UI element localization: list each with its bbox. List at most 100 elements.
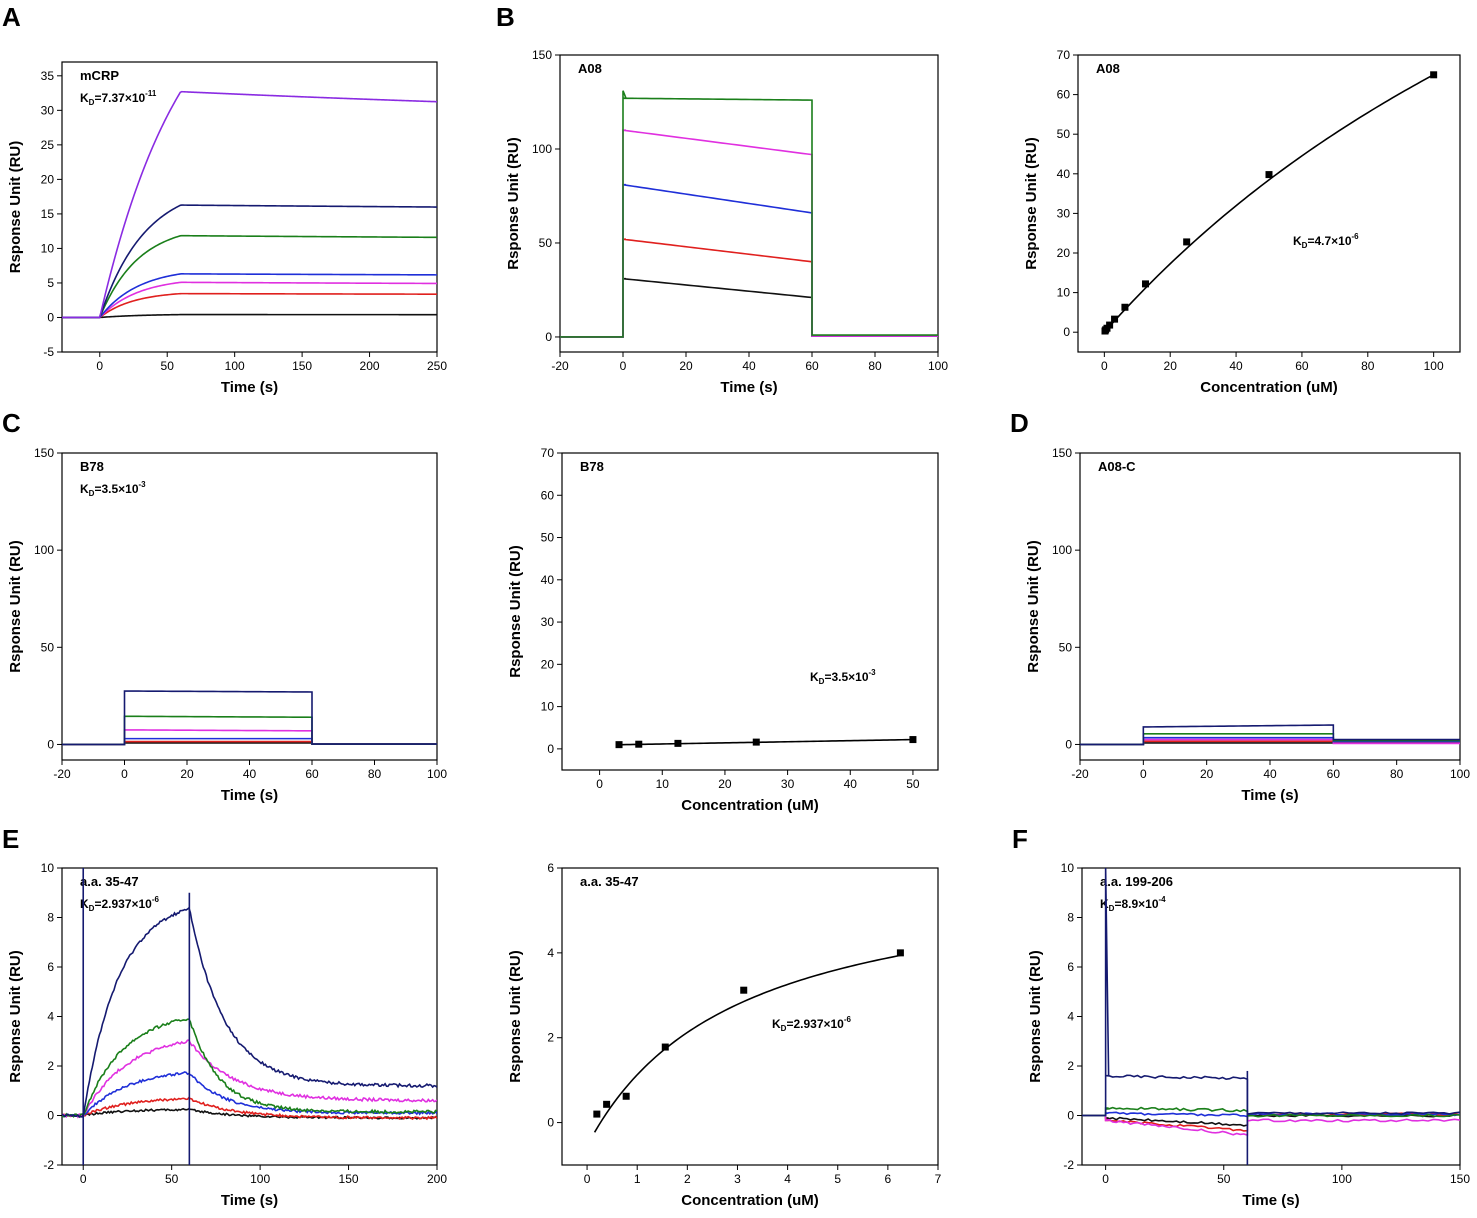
kd-mantissa: =7.37×10 <box>94 91 145 105</box>
kd-label: KD=7.37×10-11 <box>80 89 157 107</box>
kd-label: KD=3.5×10-3 <box>80 480 146 498</box>
kd-subscript: D <box>819 677 825 686</box>
series-annotation: a.a. 199-206 <box>1100 874 1173 889</box>
kd-mantissa: =3.5×10 <box>94 482 138 496</box>
x-axis-label: Concentration (uM) <box>681 1192 818 1209</box>
kd-exponent: -11 <box>145 89 157 98</box>
series-annotation: B78 <box>80 459 104 474</box>
y-axis-label: Rsponse Unit (RU) <box>1023 137 1040 270</box>
kd-exponent: -3 <box>139 480 147 489</box>
x-tick-label: 100 <box>1332 1172 1352 1186</box>
x-axis-label: Time (s) <box>1242 1192 1299 1209</box>
x-tick-label: 5 <box>834 1172 841 1186</box>
panel-letter-b: B <box>496 2 515 32</box>
x-tick-label: 50 <box>1217 1172 1231 1186</box>
x-tick-label: -20 <box>551 359 569 373</box>
series-annotation: a.a. 35-47 <box>580 874 639 889</box>
y-tick-label: 100 <box>34 543 54 557</box>
chart-f: 0 50 100 150 -2 0 2 4 6 8 10 Time (s) Rsponse Unit (… <box>1027 861 1470 1209</box>
plot-area <box>62 868 437 1165</box>
series-line-s3 <box>560 183 938 338</box>
x-tick-label: 40 <box>844 777 858 791</box>
series-line-s3 <box>1082 1114 1460 1137</box>
x-tick-label: 100 <box>1424 359 1444 373</box>
series-annotation: A08-C <box>1098 459 1136 474</box>
x-tick-label: 50 <box>165 1172 179 1186</box>
x-tick-label: 0 <box>1101 359 1108 373</box>
y-tick-label: 30 <box>541 615 555 629</box>
x-tick-label: 100 <box>928 359 948 373</box>
x-tick-label: 20 <box>679 359 693 373</box>
plot-area <box>615 736 917 749</box>
x-tick-label: 100 <box>427 767 447 781</box>
panel-letter-f: F <box>1012 824 1028 854</box>
x-tick-label: 250 <box>427 359 447 373</box>
plot-area <box>560 90 938 338</box>
data-point <box>1106 321 1114 329</box>
y-tick-label: 100 <box>532 142 552 156</box>
y-tick-label: 10 <box>541 700 555 714</box>
kd-subscript: D <box>89 904 95 913</box>
x-tick-label: -20 <box>1071 767 1089 781</box>
x-tick-label: -20 <box>53 767 71 781</box>
chart-b1: -20 0 20 40 60 80 100 0 50 100 150 Time (s) Rsponse … <box>505 48 948 396</box>
y-tick-label: 10 <box>41 241 55 255</box>
y-tick-label: 40 <box>541 573 555 587</box>
plot-frame <box>1077 54 1461 353</box>
y-axis-label: Rsponse Unit (RU) <box>7 540 24 673</box>
x-tick-label: 150 <box>339 1172 359 1186</box>
y-tick-label: 4 <box>1067 1010 1074 1024</box>
data-point <box>1142 280 1150 288</box>
series-annotation: A08 <box>578 61 602 76</box>
y-tick-label: 50 <box>541 531 555 545</box>
kd-subscript: D <box>1109 904 1115 913</box>
y-tick-label: 0 <box>547 1116 554 1130</box>
x-tick-label: 7 <box>935 1172 942 1186</box>
x-axis-label: Time (s) <box>720 379 777 396</box>
chart-c1: -20 0 20 40 60 80 100 0 50 100 150 Time (s) Rsponse … <box>7 446 447 804</box>
x-tick-label: 60 <box>1327 767 1341 781</box>
series-annotation: a.a. 35-47 <box>80 874 139 889</box>
x-tick-label: 20 <box>180 767 194 781</box>
y-tick-label: 0 <box>47 737 54 751</box>
data-point <box>674 739 682 747</box>
kd-prefix: K <box>80 897 89 911</box>
kd-label: KD=2.937×10-6 <box>772 1015 852 1033</box>
plot-area <box>62 90 437 319</box>
x-tick-label: 0 <box>80 1172 87 1186</box>
series-line-s4 <box>1080 736 1460 746</box>
data-point <box>615 741 623 749</box>
x-tick-label: 0 <box>121 767 128 781</box>
series-line-s3 <box>1080 738 1460 746</box>
x-tick-label: 50 <box>161 359 175 373</box>
y-tick-label: 50 <box>1057 127 1071 141</box>
y-axis-label: Rsponse Unit (RU) <box>505 137 522 270</box>
series-line-s5 <box>1080 732 1460 746</box>
plot-area <box>593 949 904 1133</box>
series-line-s1 <box>560 277 938 338</box>
y-tick-label: 10 <box>1057 286 1071 300</box>
series-annotation: B78 <box>580 459 604 474</box>
y-tick-label: 0 <box>1067 1109 1074 1123</box>
fit-curve <box>593 954 901 1133</box>
data-point <box>603 1100 611 1108</box>
data-point <box>740 986 748 994</box>
y-tick-label: 6 <box>547 861 554 875</box>
y-axis-label: Rsponse Unit (RU) <box>1025 540 1042 673</box>
y-tick-label: 20 <box>1057 246 1071 260</box>
series-line-s1 <box>62 313 437 319</box>
series-line-s2 <box>1080 740 1460 746</box>
y-tick-label: 50 <box>41 640 55 654</box>
x-tick-label: 0 <box>1102 1172 1109 1186</box>
kd-mantissa: =2.937×10 <box>94 897 152 911</box>
data-point <box>1111 315 1119 323</box>
x-tick-label: 0 <box>620 359 627 373</box>
y-tick-label: 8 <box>47 911 54 925</box>
x-axis-label: Time (s) <box>221 1192 278 1209</box>
y-tick-label: -5 <box>43 345 54 359</box>
chart-a: 0 50 100 150 200 250 -5 0 5 10 15 20 25 30 35 Time (s) R… <box>7 61 447 396</box>
series-line-s6 <box>1082 868 1460 1117</box>
x-tick-label: 100 <box>1450 767 1470 781</box>
